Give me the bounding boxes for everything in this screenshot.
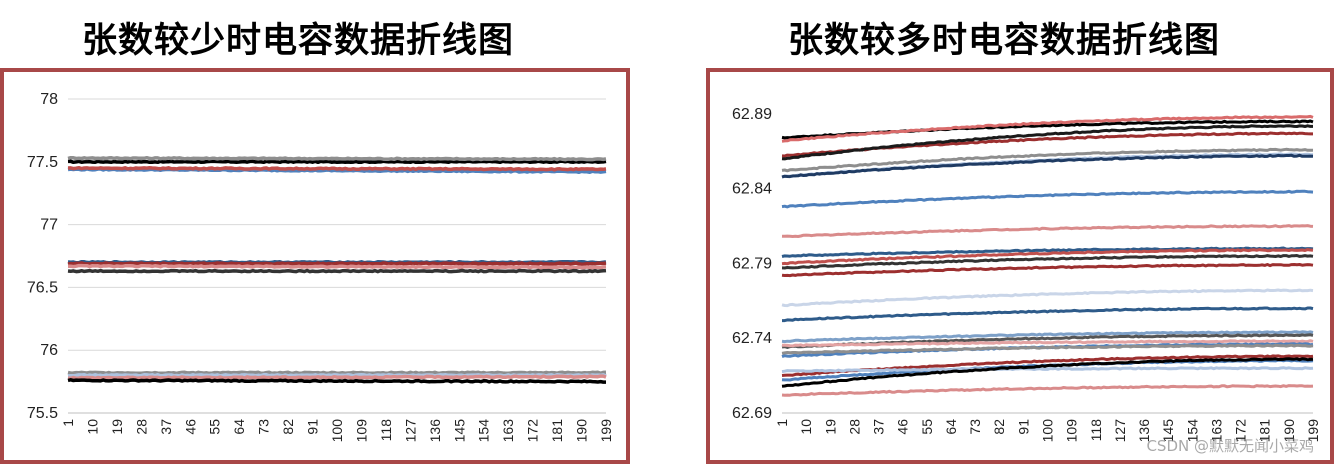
x-tick-label: 10 bbox=[84, 419, 100, 435]
x-tick-label: 64 bbox=[231, 419, 247, 435]
series-line bbox=[67, 263, 607, 270]
series-line bbox=[781, 384, 1314, 397]
series-line bbox=[67, 378, 606, 384]
series-line bbox=[67, 370, 607, 376]
series-line bbox=[781, 366, 1314, 374]
x-tick-label: 181 bbox=[1257, 419, 1273, 443]
series-line bbox=[781, 246, 1314, 258]
right-line-chart: 62.69 62.74 62.79 62.84 62.89 1 10 19 28 37 46 55 64… bbox=[732, 106, 1321, 443]
x-tick-label: 136 bbox=[1136, 419, 1152, 443]
y-tick-label: 77 bbox=[40, 217, 58, 234]
x-tick-label: 199 bbox=[1305, 419, 1321, 443]
series-line bbox=[67, 268, 607, 274]
y-tick-label: 62.79 bbox=[732, 255, 772, 272]
x-tick-label: 73 bbox=[967, 419, 983, 435]
x-tick-label: 46 bbox=[182, 419, 198, 435]
x-tick-label: 118 bbox=[1088, 419, 1104, 442]
x-tick-label: 145 bbox=[1160, 419, 1176, 443]
series-line bbox=[67, 261, 607, 266]
series-line bbox=[781, 343, 1314, 355]
left-chart-title: 张数较少时电容数据折线图 bbox=[82, 21, 515, 61]
x-tick-label: 127 bbox=[1112, 419, 1128, 443]
series-line bbox=[781, 263, 1314, 278]
x-tick-label: 163 bbox=[1208, 419, 1224, 443]
series-line bbox=[781, 124, 1313, 161]
y-tick-label: 78 bbox=[40, 91, 58, 108]
x-tick-label: 28 bbox=[846, 419, 862, 435]
x-tick-label: 46 bbox=[895, 419, 911, 435]
x-tick-label: 181 bbox=[549, 419, 565, 443]
x-tick-label: 37 bbox=[158, 419, 174, 435]
x-tick-label: 127 bbox=[402, 419, 418, 443]
x-tick-label: 109 bbox=[353, 419, 369, 443]
right-chart-title: 张数较多时电容数据折线图 bbox=[788, 21, 1221, 61]
y-tick-label: 62.89 bbox=[732, 106, 772, 123]
x-tick-label: 118 bbox=[378, 419, 394, 442]
y-tick-label: 76 bbox=[40, 342, 58, 359]
x-tick-label: 172 bbox=[1233, 419, 1249, 443]
series-line bbox=[781, 339, 1314, 348]
x-tick-label: 1 bbox=[60, 419, 76, 427]
series-line bbox=[781, 189, 1314, 209]
x-tick-label: 154 bbox=[476, 419, 492, 443]
x-tick-label: 91 bbox=[305, 419, 321, 435]
x-tick-label: 55 bbox=[207, 419, 223, 435]
x-tick-label: 55 bbox=[919, 419, 935, 435]
left-line-chart: 75.5 76 76.5 77 77.5 78 1 10 19 28 37 46 55 64 73 82 91 1… bbox=[27, 91, 614, 443]
series-line bbox=[781, 147, 1314, 173]
x-tick-label: 109 bbox=[1064, 419, 1080, 443]
x-tick-label: 154 bbox=[1184, 419, 1200, 443]
x-tick-label: 91 bbox=[1015, 419, 1031, 435]
y-tick-label: 76.5 bbox=[27, 279, 58, 296]
right-chart-frame: 62.69 62.74 62.79 62.84 62.89 1 10 19 28 37 46 55 64… bbox=[706, 68, 1334, 464]
x-tick-label: 190 bbox=[574, 419, 590, 443]
y-tick-label: 62.84 bbox=[732, 181, 772, 198]
series-line bbox=[781, 153, 1314, 179]
x-tick-label: 100 bbox=[1040, 419, 1056, 443]
x-tick-label: 37 bbox=[871, 419, 887, 435]
series-line bbox=[67, 165, 607, 172]
x-tick-label: 190 bbox=[1281, 419, 1297, 443]
x-tick-label: 1 bbox=[774, 419, 790, 427]
series-line bbox=[781, 131, 1313, 158]
series-line bbox=[67, 374, 607, 381]
y-tick-label: 75.5 bbox=[27, 405, 58, 422]
x-tick-label: 199 bbox=[598, 419, 614, 443]
x-tick-label: 64 bbox=[943, 419, 959, 435]
x-tick-label: 163 bbox=[500, 419, 516, 443]
series-line bbox=[781, 114, 1314, 143]
x-tick-label: 10 bbox=[798, 419, 814, 435]
y-tick-label: 77.5 bbox=[27, 154, 58, 171]
x-tick-label: 100 bbox=[329, 419, 345, 443]
x-tick-label: 82 bbox=[280, 419, 296, 435]
series-line bbox=[782, 306, 1314, 323]
series-line bbox=[781, 248, 1314, 266]
left-chart-frame: 75.5 76 76.5 77 77.5 78 1 10 19 28 37 46 55 64 73 82 91 1… bbox=[0, 68, 630, 464]
series-line bbox=[781, 357, 1314, 388]
series-line bbox=[67, 159, 607, 165]
x-tick-label: 73 bbox=[256, 419, 272, 435]
series-line bbox=[781, 224, 1314, 238]
series-line bbox=[781, 288, 1314, 308]
y-tick-label: 62.74 bbox=[732, 330, 772, 347]
series-line bbox=[67, 155, 607, 162]
series-line bbox=[781, 330, 1314, 344]
x-tick-label: 145 bbox=[451, 419, 467, 443]
series-line bbox=[781, 254, 1314, 270]
x-tick-label: 136 bbox=[427, 419, 443, 443]
x-tick-label: 28 bbox=[133, 419, 149, 435]
csdn-watermark: CSDN @默默无闻小菜鸡 bbox=[1146, 437, 1314, 455]
x-tick-label: 19 bbox=[109, 419, 125, 435]
y-tick-label: 62.69 bbox=[732, 405, 772, 422]
x-tick-label: 172 bbox=[525, 419, 541, 443]
x-tick-label: 19 bbox=[822, 419, 838, 435]
x-tick-label: 82 bbox=[991, 419, 1007, 435]
